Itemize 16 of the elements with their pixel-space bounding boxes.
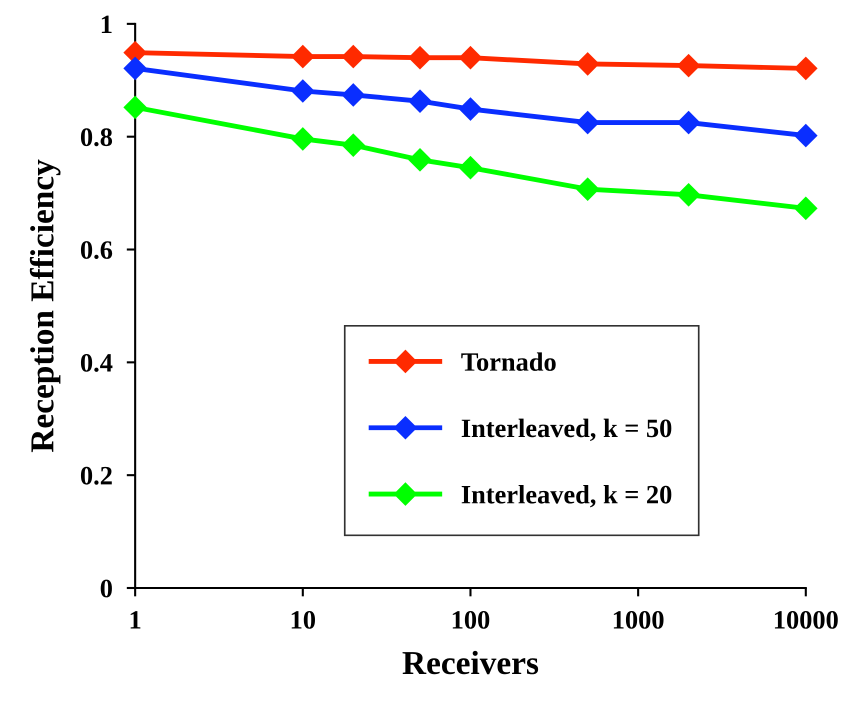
legend-label: Interleaved, k = 20: [462, 484, 672, 508]
legend-label: Interleaved, k = 50: [462, 418, 672, 442]
x-tick-label: 10000: [774, 610, 838, 629]
y-tick-label: 0.6: [80, 241, 112, 260]
y-tick-label: 0.2: [80, 466, 112, 485]
y-tick-label: 0.4: [80, 354, 112, 372]
x-tick-label: 100: [452, 610, 490, 629]
legend-label: Tornado: [461, 352, 556, 371]
x-tick-label: 1000: [614, 610, 664, 629]
y-tick-label: 0.8: [80, 128, 112, 146]
y-tick-label: 1: [102, 16, 112, 34]
y-tick-label: 0: [100, 580, 112, 598]
y-axis-title: Reception Efficiency: [30, 160, 60, 452]
x-tick-label: 1: [130, 611, 140, 629]
x-tick-label: 10: [292, 610, 315, 629]
x-axis-title: Receivers: [402, 650, 538, 674]
